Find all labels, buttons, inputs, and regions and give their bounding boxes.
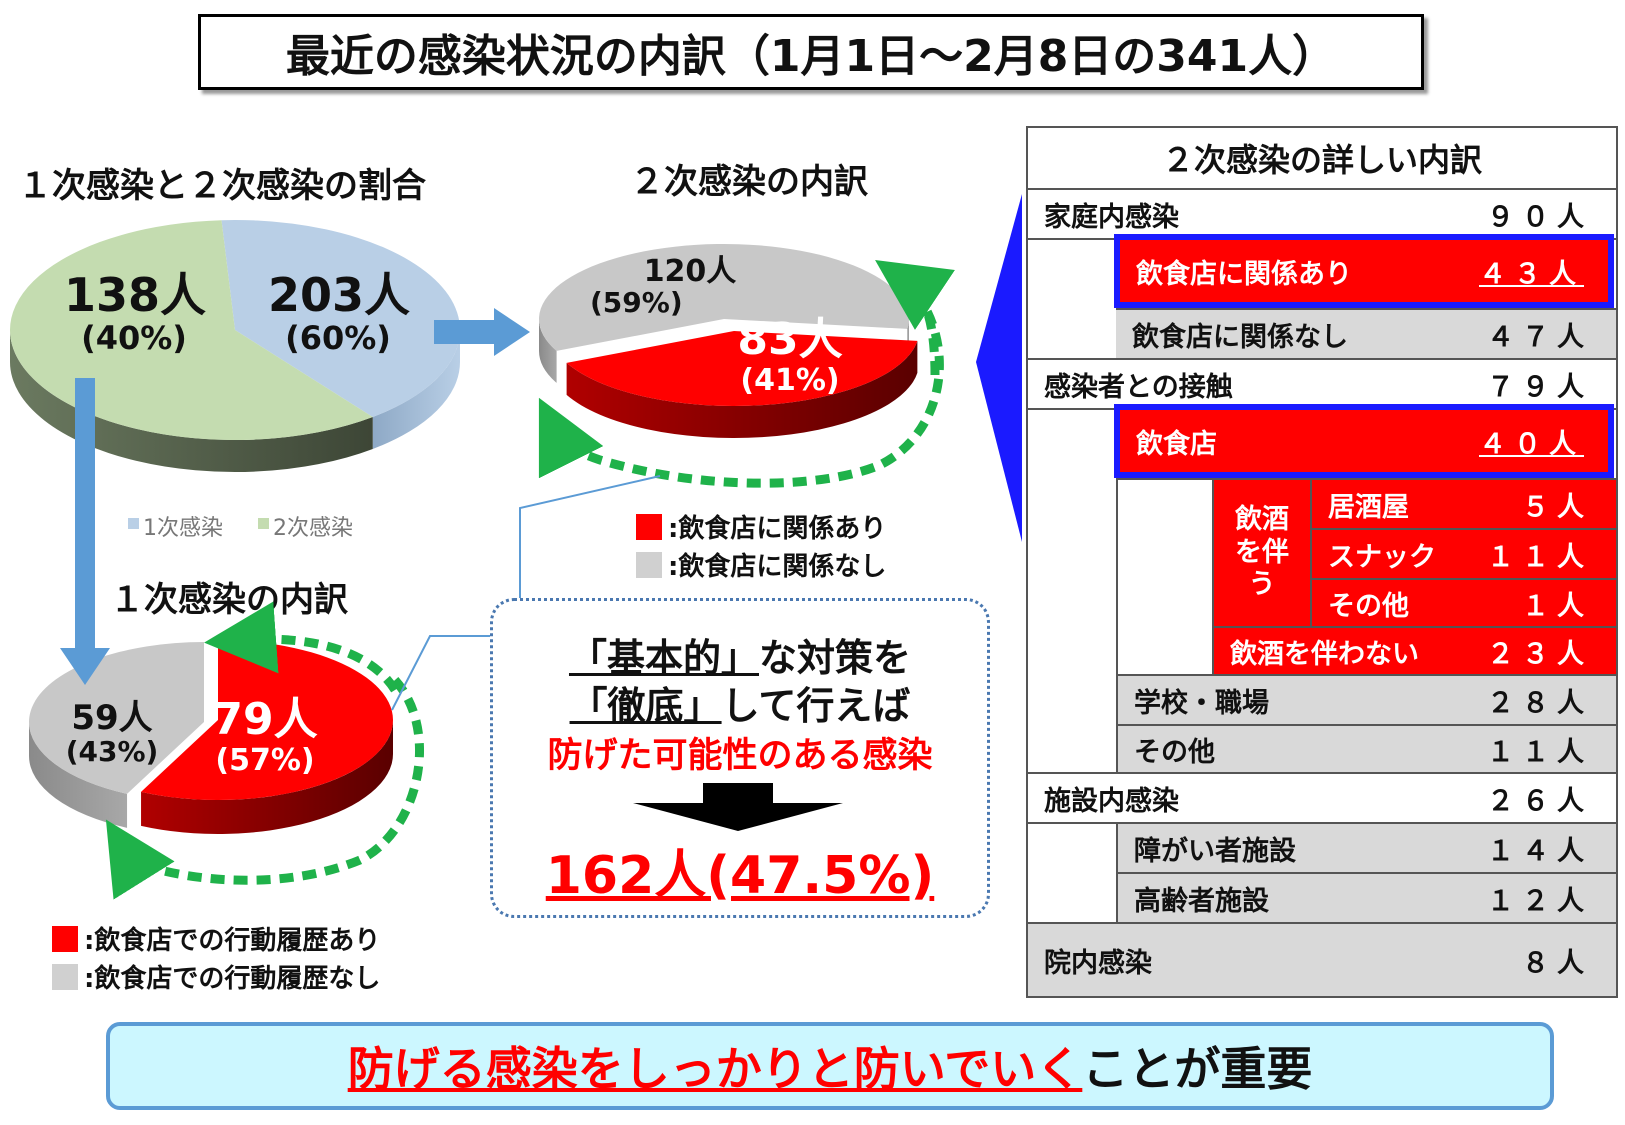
table-cell-drinking: 飲酒を伴う [1212,478,1310,626]
bottom-banner: 防げる感染をしっかりと防いでいく ことが重要 [106,1022,1554,1110]
arrow-right-icon [434,308,530,356]
dashed-arrow-icon [538,271,944,488]
table-row: 飲食店に関係なし ４７人 [1116,308,1616,358]
pie1 [10,220,460,472]
table-indent [1116,478,1212,674]
dashed-arrow-icon [105,676,425,900]
table-row: 高齢者施設 １２人 [1116,872,1616,922]
table-row: その他 １１人 [1116,724,1616,772]
callout-box: 「基本的」な対策を 「徹底」して行えば 防げた可能性のある感染 162人(47.… [490,598,990,918]
pie3-legend-1: :飲食店での行動履歴あり [52,920,380,957]
table-row-highlight: 飲食店 ４０人 [1114,404,1614,478]
arrow-down-black-icon [633,783,843,831]
pie-slice [10,220,373,441]
dashed-arrow-icon [204,601,399,693]
table-row: 学校・職場 ２８人 [1116,674,1616,724]
table-row: 施設内感染 ２６人 [1028,772,1616,822]
table-row: 院内感染 ８人 [1028,922,1616,996]
table-row-highlight: 飲食店に関係あり ４３人 [1114,234,1614,308]
callout-line1: 「基本的」な対策を [568,636,912,680]
connector-line [519,475,661,598]
pie1-label-2nd: 203人 (60%) [268,268,411,357]
pie1-label-1st: 138人 (40%) [64,268,207,357]
pie1-legend-2: 2次感染 [273,516,353,541]
table-row: 飲酒を伴わない ２３人 [1212,626,1616,674]
pie3-label-grey: 59人 (43%) [65,698,159,769]
connector-line [391,635,490,711]
legend-swatch [258,518,269,529]
pie-slice [539,244,910,351]
table-row: その他 １人 [1310,578,1616,626]
table-title: ２次感染の詳しい内訳 [1161,141,1482,179]
pie-slice-side [141,720,393,834]
pie-slice [29,642,205,794]
pie3-legend-2: :飲食店での行動履歴なし [52,958,380,995]
arrow-down-icon [60,378,110,685]
pie-slice [221,220,460,417]
chart2-title: ２次感染の内訳 [630,162,868,202]
pie-slice-side [372,330,460,449]
pie1-legend-1: 1次感染 [143,516,223,541]
pie2-label-red: 83人 (41%) [737,314,843,399]
callout-line3: 防げた可能性のある感染 [547,736,933,776]
pie-slice-side [566,340,918,439]
legend-swatch [128,518,139,529]
pie2-label-grey: 120人 (59%) [590,254,737,319]
pie2 [539,244,918,439]
detail-table: ２次感染の詳しい内訳 家庭内感染 ９０人 飲食店に関係あり ４３人 飲食店に関係なし… [1026,126,1618,998]
legend-swatch [52,963,78,990]
table-row: 障がい者施設 １４人 [1116,822,1616,872]
page-title: 最近の感染状況の内訳（1月1日～2月8日の341人） [198,14,1424,90]
pie3 [28,640,394,834]
pie-slice-side [10,330,373,472]
banner-red-text: 防げる感染をしっかりと防いでいく [347,1042,1083,1096]
legend-swatch [636,551,662,578]
pie-slice-side [539,319,557,383]
table-row: 居酒屋 ５人 [1310,478,1616,528]
pie-slice-side [28,722,128,828]
chart1-title: １次感染と２次感染の割合 [18,166,426,206]
callout-line2: 「徹底」して行えば [569,684,911,728]
pie-slice [141,640,394,801]
table-row: 家庭内感染 ９０人 [1028,188,1616,238]
pie3-label-red: 79人 (57%) [212,694,318,779]
dashed-arrow-icon [875,260,955,376]
pointer-triangle [976,194,1022,542]
banner-black-text: ことが重要 [1082,1042,1313,1096]
pie2-legend-2: :飲食店に関係なし [636,546,886,583]
legend-swatch [52,925,78,952]
table-row: 感染者との接触 ７９人 [1028,358,1616,408]
table-row: スナック １１人 [1310,528,1616,578]
callout-result: 162人(47.5%) [545,846,935,906]
pie-slice [566,331,918,406]
legend-swatch [636,513,662,540]
pie2-legend-1: :飲食店に関係あり [636,508,886,545]
